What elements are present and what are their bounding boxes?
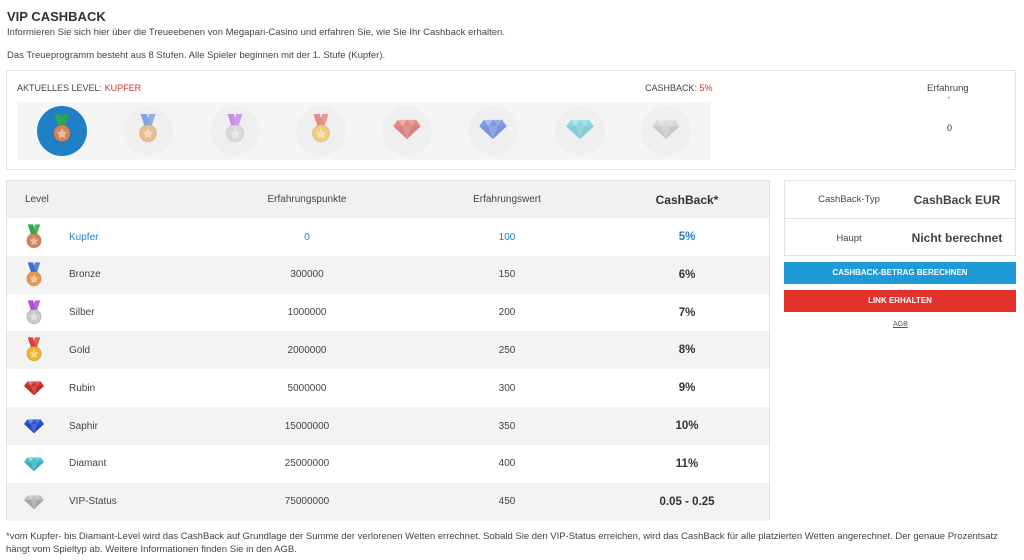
current-cashback-caption: CASHBACK: — [645, 83, 698, 93]
cashback-percent: 8% — [678, 344, 696, 357]
get-link-button[interactable]: LINK ERHALTEN — [784, 290, 1016, 312]
agb-link[interactable]: AGB — [893, 321, 908, 328]
experience-value: 250 — [498, 344, 516, 356]
current-level-panel: AKTUELLES LEVEL: KUPFER CASHBACK: 5% Erf… — [6, 70, 1016, 170]
intro-text: Informieren Sie sich hier über die Treue… — [7, 27, 505, 38]
level-badge-rubin — [382, 106, 433, 156]
experience-value: 200 — [498, 307, 516, 319]
level-name: Gold — [69, 344, 91, 356]
level-badge-vip-status — [640, 106, 691, 156]
experience-value: 400 — [498, 458, 516, 470]
experience-points: 300000 — [290, 269, 324, 281]
experience-value: 0 — [947, 123, 953, 133]
experience-points: 75000000 — [284, 496, 330, 508]
level-badge-diamant — [554, 106, 605, 156]
gem-icon — [478, 118, 508, 145]
medal-icon — [21, 224, 47, 250]
header-level: Level — [25, 194, 49, 205]
cashback-type-value: CashBack EUR — [913, 192, 1001, 207]
gem-icon — [21, 494, 47, 510]
medal-icon — [21, 337, 47, 363]
experience-points: 25000000 — [284, 458, 330, 470]
level-badge-bronze — [123, 106, 174, 156]
level-name: Diamant — [69, 458, 107, 470]
cashback-percent: 6% — [678, 268, 696, 281]
medal-icon — [224, 113, 246, 149]
current-level-label: AKTUELLES LEVEL: KUPFER — [17, 83, 141, 93]
page-title: VIP CASHBACK — [7, 9, 106, 24]
calculate-cashback-button[interactable]: CASHBACK-BETRAG BERECHNEN — [784, 262, 1016, 284]
level-name: Saphir — [69, 420, 98, 432]
level-name: Bronze — [69, 269, 101, 281]
stages-note: Das Treueprogramm besteht aus 8 Stufen. … — [7, 50, 386, 61]
table-row: VIP-Status 75000000 450 0.05 - 0.25 — [7, 482, 769, 521]
cashback-percent: 10% — [675, 420, 699, 432]
gem-icon — [21, 380, 47, 396]
header-value: Erfahrungswert — [473, 194, 541, 205]
experience-value: 100 — [498, 231, 516, 243]
level-name: Rubin — [69, 382, 96, 394]
main-value: Nicht berechnet — [911, 231, 1003, 245]
table-row: Bronze 300000 150 6% — [7, 255, 769, 294]
experience-dot: • — [948, 96, 951, 102]
experience-value: 150 — [498, 269, 516, 281]
table-row: Saphir 15000000 350 10% — [7, 407, 769, 445]
current-level-value: KUPFER — [104, 83, 142, 93]
header-points: Erfahrungspunkte — [267, 194, 347, 205]
cashback-percent: 7% — [678, 306, 696, 319]
level-badge-silber — [209, 106, 260, 156]
gem-icon — [21, 456, 47, 472]
experience-points: 0 — [304, 231, 310, 243]
levels-table: Level Erfahrungspunkte Erfahrungswert Ca… — [6, 180, 770, 521]
gem-icon — [565, 118, 595, 145]
header-cashback: CashBack* — [655, 192, 719, 207]
table-header-row: Level Erfahrungspunkte Erfahrungswert Ca… — [7, 181, 769, 218]
level-badge-gold — [295, 106, 346, 156]
medal-icon — [137, 113, 159, 149]
experience-value: 450 — [498, 496, 516, 508]
level-name: Silber — [69, 307, 95, 319]
gem-icon — [21, 418, 47, 434]
level-badge-kupfer — [37, 106, 88, 156]
experience-points: 2000000 — [287, 344, 327, 356]
experience-value: 300 — [498, 382, 516, 394]
cashback-percent: 0.05 - 0.25 — [659, 495, 715, 508]
current-cashback-value: 5% — [699, 83, 713, 93]
table-row: Rubin 5000000 300 9% — [7, 369, 769, 407]
experience-points: 15000000 — [284, 420, 330, 432]
level-badge-saphir — [468, 106, 519, 156]
table-row: Silber 1000000 200 7% — [7, 294, 769, 332]
current-level-caption: AKTUELLES LEVEL: — [17, 83, 103, 93]
medal-icon — [21, 262, 47, 288]
current-cashback-label: CASHBACK: 5% — [645, 83, 713, 93]
medal-icon — [21, 299, 47, 326]
table-row: Gold 2000000 250 8% — [7, 331, 769, 370]
cashback-type-row: CashBack-Typ CashBack EUR — [785, 181, 1015, 219]
experience-points: 5000000 — [287, 382, 327, 394]
main-row: Haupt Nicht berechnet — [785, 219, 1015, 257]
table-row: Diamant 25000000 400 11% — [7, 445, 769, 483]
level-badges-strip — [17, 102, 711, 160]
experience-points: 1000000 — [287, 307, 327, 319]
gem-icon — [392, 118, 422, 145]
medal-icon — [51, 113, 73, 149]
main-label: Haupt — [836, 232, 862, 244]
cashback-type-label: CashBack-Typ — [818, 194, 880, 205]
gem-icon — [651, 118, 681, 145]
footnote: *vom Kupfer- bis Diamant-Level wird das … — [6, 531, 998, 555]
medal-icon — [310, 113, 332, 149]
level-name: VIP-Status — [69, 496, 117, 508]
level-name: Kupfer — [69, 231, 99, 243]
cashback-info-panel: CashBack-Typ CashBack EUR Haupt Nicht be… — [784, 180, 1016, 256]
experience-value: 350 — [498, 420, 516, 432]
experience-label: Erfahrung — [927, 83, 969, 94]
table-row: Kupfer 0 100 5% — [7, 218, 769, 256]
cashback-percent: 9% — [678, 382, 696, 395]
cashback-percent: 11% — [675, 457, 699, 470]
cashback-percent: 5% — [678, 231, 696, 243]
